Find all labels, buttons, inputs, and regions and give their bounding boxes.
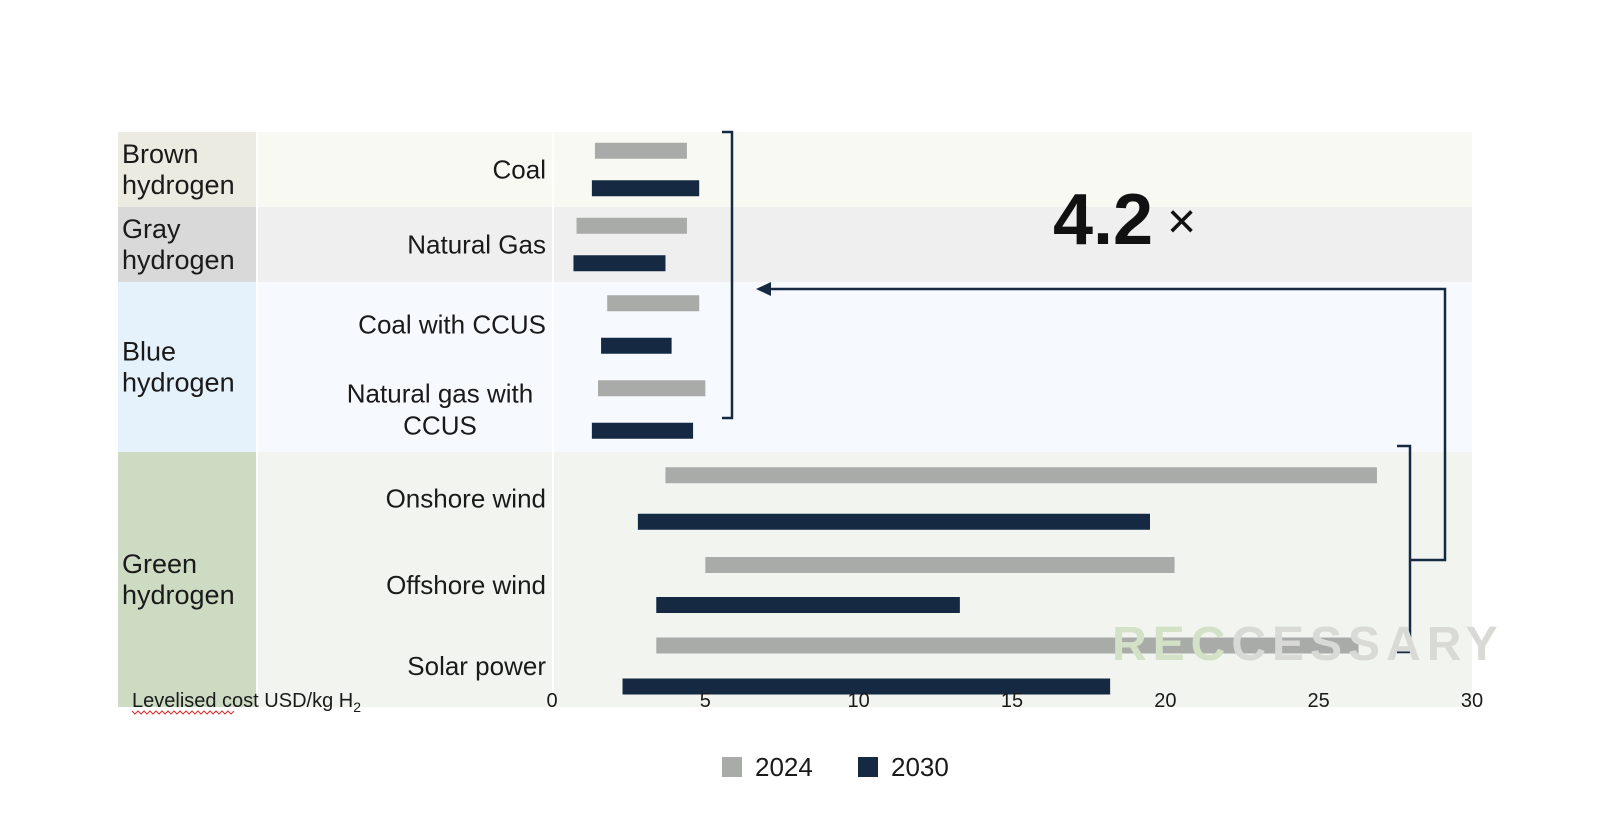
group-label-line: hydrogen <box>122 245 235 275</box>
group-label-line: Green <box>122 549 197 579</box>
x-axis-title: Levelised cost USD/kg H2 <box>132 690 361 715</box>
bar-2024-solar-power <box>656 637 1359 654</box>
bar-2024-offshore-wind <box>705 557 1175 573</box>
category-label-line: Natural Gas <box>407 230 546 260</box>
category-label-natural-gas: Natural Gas <box>407 230 546 260</box>
ratio-value: 4.2 <box>1053 180 1153 260</box>
group-label-line: hydrogen <box>122 170 235 200</box>
x-tick-label: 20 <box>1154 690 1176 712</box>
x-axis-title-text: Levelised cost USD/kg H <box>132 690 353 712</box>
green-bracket <box>768 287 1447 654</box>
x-tick-label: 10 <box>848 690 870 712</box>
legend-swatch-2030 <box>858 757 878 777</box>
group-label-gray-hydrogen: Gray hydrogen <box>122 214 235 275</box>
category-label-coal-with-ccus: Coal with CCUS <box>358 310 546 340</box>
ratio-multiply-sign: × <box>1167 193 1196 249</box>
category-label-solar-power: Solar power <box>407 651 546 681</box>
legend-label-2030: 2030 <box>891 752 949 782</box>
group-plot-band-green-hydrogen <box>554 452 1472 707</box>
category-label-coal: Coal <box>493 155 546 185</box>
bar-2030-offshore-wind <box>656 597 960 613</box>
group-label-line: Gray <box>122 214 181 244</box>
x-axis-title-subscript: 2 <box>353 699 361 715</box>
bar-2024-onshore-wind <box>665 467 1377 484</box>
bar-2024-coal <box>594 142 687 159</box>
bar-2030-onshore-wind <box>637 513 1150 530</box>
category-label-onshore-wind: Onshore wind <box>386 484 546 514</box>
group-label-band-blue-hydrogen <box>118 282 256 452</box>
bar-2030-natural-gas-with-ccus <box>591 422 694 439</box>
group-label-blue-hydrogen: Blue hydrogen <box>122 336 235 397</box>
group-label-band-green-hydrogen <box>118 452 256 707</box>
legend: 2024 2030 <box>722 752 949 782</box>
category-label-line: Offshore wind <box>386 570 546 600</box>
legend-label-2024: 2024 <box>755 752 813 782</box>
category-label-line: Onshore wind <box>386 484 546 514</box>
watermark-part1: REC <box>1112 618 1231 671</box>
group-subcat-band-green-hydrogen <box>258 452 552 707</box>
x-tick-label: 0 <box>546 690 557 712</box>
category-label-line: Solar power <box>407 651 546 681</box>
group-label-line: Brown <box>122 139 199 169</box>
group-label-brown-hydrogen: Brown hydrogen <box>122 139 235 200</box>
group-label-green-hydrogen: Green hydrogen <box>122 549 235 610</box>
bar-2030-coal <box>591 180 700 197</box>
category-label-natural-gas-with-ccus: Natural gas with CCUS <box>347 379 533 441</box>
watermark: RECCESSARY <box>1112 618 1504 671</box>
fossil-bracket <box>722 130 734 420</box>
bar-2030-solar-power <box>622 678 1111 695</box>
category-label-line: CCUS <box>403 411 477 441</box>
bar-2024-natural-gas <box>576 217 687 234</box>
group-subcat-band-blue-hydrogen <box>258 282 552 452</box>
group-subcat-band-brown-hydrogen <box>258 132 552 207</box>
x-tick-label: 30 <box>1461 690 1483 712</box>
x-tick-label: 25 <box>1308 690 1330 712</box>
group-plot-band-brown-hydrogen <box>554 132 1472 207</box>
bar-2030-natural-gas <box>573 255 666 272</box>
x-tick-label: 15 <box>1001 690 1023 712</box>
group-plot-band-gray-hydrogen <box>554 207 1472 282</box>
category-label-line: Coal with CCUS <box>358 310 546 340</box>
group-label-line: hydrogen <box>122 367 235 397</box>
legend-swatch-2024 <box>722 757 742 777</box>
ratio-annotation: 4.2 × <box>722 130 1447 654</box>
category-label-line: Coal <box>493 155 546 185</box>
group-label-band-brown-hydrogen <box>118 132 256 207</box>
category-label-line: Natural gas with <box>347 379 533 409</box>
spellcheck-underline <box>131 710 235 715</box>
watermark-part2: CESSARY <box>1231 618 1503 671</box>
bar-2030-coal-with-ccus <box>601 337 672 354</box>
category-label-offshore-wind: Offshore wind <box>386 570 546 600</box>
bar-2024-coal-with-ccus <box>607 295 700 312</box>
group-label-band-gray-hydrogen <box>118 207 256 282</box>
bar-2024-natural-gas-with-ccus <box>598 380 706 397</box>
group-label-line: Blue <box>122 336 176 366</box>
group-label-line: hydrogen <box>122 580 235 610</box>
arrow-head <box>756 282 771 296</box>
x-axis: Levelised cost USD/kg H2 0 5 10 15 20 25 30 <box>131 690 1483 715</box>
group-plot-band-blue-hydrogen <box>554 282 1472 452</box>
x-tick-label: 5 <box>700 690 711 712</box>
group-subcat-band-gray-hydrogen <box>258 207 552 282</box>
range-bars <box>573 142 1377 695</box>
